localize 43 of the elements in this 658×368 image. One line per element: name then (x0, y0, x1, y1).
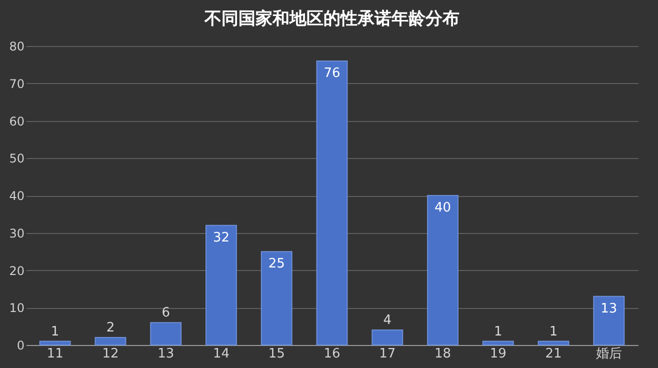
data-label: 1 (549, 324, 558, 340)
bar (538, 340, 570, 346)
x-tick-label: 15 (268, 346, 285, 362)
y-tick-label: 10 (9, 301, 24, 316)
bar (39, 340, 71, 346)
x-tick-label: 13 (158, 346, 174, 362)
x-tick-label: 19 (490, 346, 506, 362)
chart-title: 不同国家和地区的性承诺年龄分布 (204, 9, 460, 29)
x-tick-label: 16 (324, 346, 340, 362)
y-tick-label: 30 (9, 226, 24, 240)
data-label: 4 (383, 313, 392, 328)
x-tick-label: 18 (434, 346, 452, 362)
data-label: 2 (106, 320, 115, 336)
bar (316, 60, 348, 346)
data-label: 1 (494, 324, 502, 340)
data-label: 40 (434, 200, 452, 216)
data-label: 25 (268, 256, 285, 272)
y-tick-label: 50 (9, 152, 24, 166)
data-label: 13 (600, 301, 618, 316)
x-tick-label: 12 (102, 346, 119, 362)
bar (150, 322, 182, 346)
x-tick-label: 17 (379, 346, 396, 362)
bar (593, 296, 625, 346)
y-tick-label: 60 (9, 114, 24, 128)
data-label: 1 (50, 324, 60, 340)
x-tick-label: 14 (212, 346, 230, 362)
data-label: 76 (324, 66, 340, 81)
bar (372, 330, 404, 346)
x-tick-label: 婚后 (596, 346, 622, 362)
y-tick-label: 80 (9, 40, 24, 54)
data-label: 32 (212, 230, 230, 246)
bar (482, 340, 514, 346)
x-tick-label: 21 (545, 346, 562, 362)
bar (206, 224, 237, 346)
bar (260, 251, 292, 346)
x-tick-label: 11 (46, 346, 64, 362)
data-label: 6 (162, 306, 170, 321)
y-tick-label: 70 (9, 76, 24, 91)
y-tick-label: 40 (9, 189, 24, 203)
bar (427, 195, 458, 346)
y-tick-label: 20 (9, 264, 24, 278)
y-tick-label: 0 (16, 338, 24, 352)
bar (94, 337, 126, 346)
